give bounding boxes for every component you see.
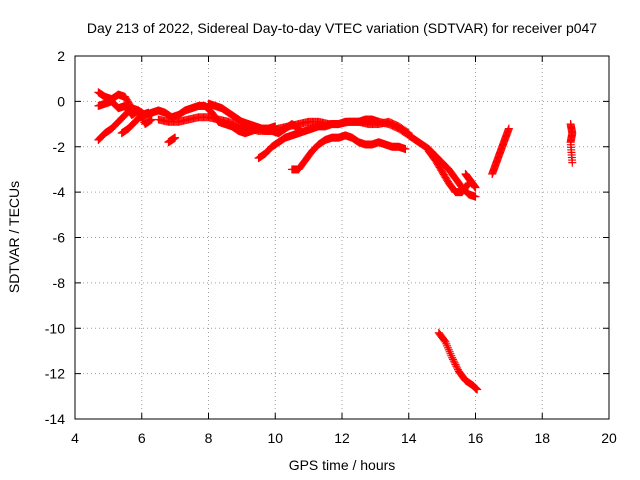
data-point	[453, 363, 462, 372]
data-points	[94, 88, 577, 394]
data-point	[144, 108, 153, 117]
data-point	[442, 339, 451, 348]
data-point	[147, 115, 156, 124]
data-point	[445, 347, 454, 356]
data-point	[471, 183, 480, 192]
data-point	[504, 124, 513, 133]
x-tick-label: 12	[334, 430, 350, 446]
x-tick-label: 20	[601, 430, 617, 446]
data-point	[443, 343, 452, 352]
data-point	[568, 158, 577, 167]
data-point	[446, 349, 455, 358]
data-point	[134, 106, 143, 115]
y-tick-label: -8	[53, 275, 66, 291]
data-point	[441, 337, 450, 346]
chart-title: Day 213 of 2022, Sidereal Day-to-day VTE…	[87, 20, 597, 36]
y-axis-label: SDTVAR / TECUs	[6, 181, 22, 293]
data-point	[452, 362, 461, 371]
data-point	[450, 358, 459, 367]
data-point	[449, 357, 458, 366]
plot-frame	[74, 55, 610, 420]
x-tick-label: 14	[401, 430, 417, 446]
data-point	[451, 360, 460, 369]
data-point	[401, 145, 410, 154]
x-tick-label: 10	[267, 430, 283, 446]
y-tick-label: -12	[45, 366, 65, 382]
x-tick-label: 16	[468, 430, 484, 446]
y-tick-label: -2	[53, 139, 66, 155]
x-axis-label: GPS time / hours	[289, 457, 396, 473]
x-tick-label: 4	[71, 430, 79, 446]
y-tick-label: -6	[53, 230, 66, 246]
x-tick-label: 18	[534, 430, 550, 446]
y-tick-label: -14	[45, 411, 65, 427]
data-point	[471, 192, 480, 201]
y-tick-label: 0	[57, 93, 65, 109]
data-point	[447, 351, 456, 360]
data-point	[127, 104, 136, 113]
data-point	[171, 133, 180, 142]
grid-lines	[75, 56, 609, 419]
data-point	[126, 105, 135, 114]
x-tick-labels: 4 6 8 10 12 14 16 18 20	[71, 430, 617, 446]
y-tick-labels: 2 0 -2 -4 -6 -8 -10 -12 -14	[45, 48, 65, 427]
data-point	[443, 341, 452, 350]
data-point	[126, 105, 135, 114]
data-point	[473, 385, 482, 394]
data-point	[448, 353, 457, 362]
y-tick-label: -4	[53, 184, 66, 200]
data-point	[444, 345, 453, 354]
y-tick-label: 2	[57, 48, 65, 64]
data-point	[271, 122, 280, 131]
x-tick-label: 8	[205, 430, 213, 446]
data-point	[448, 355, 457, 364]
y-tick-label: -10	[45, 320, 65, 336]
x-tick-label: 6	[138, 430, 146, 446]
